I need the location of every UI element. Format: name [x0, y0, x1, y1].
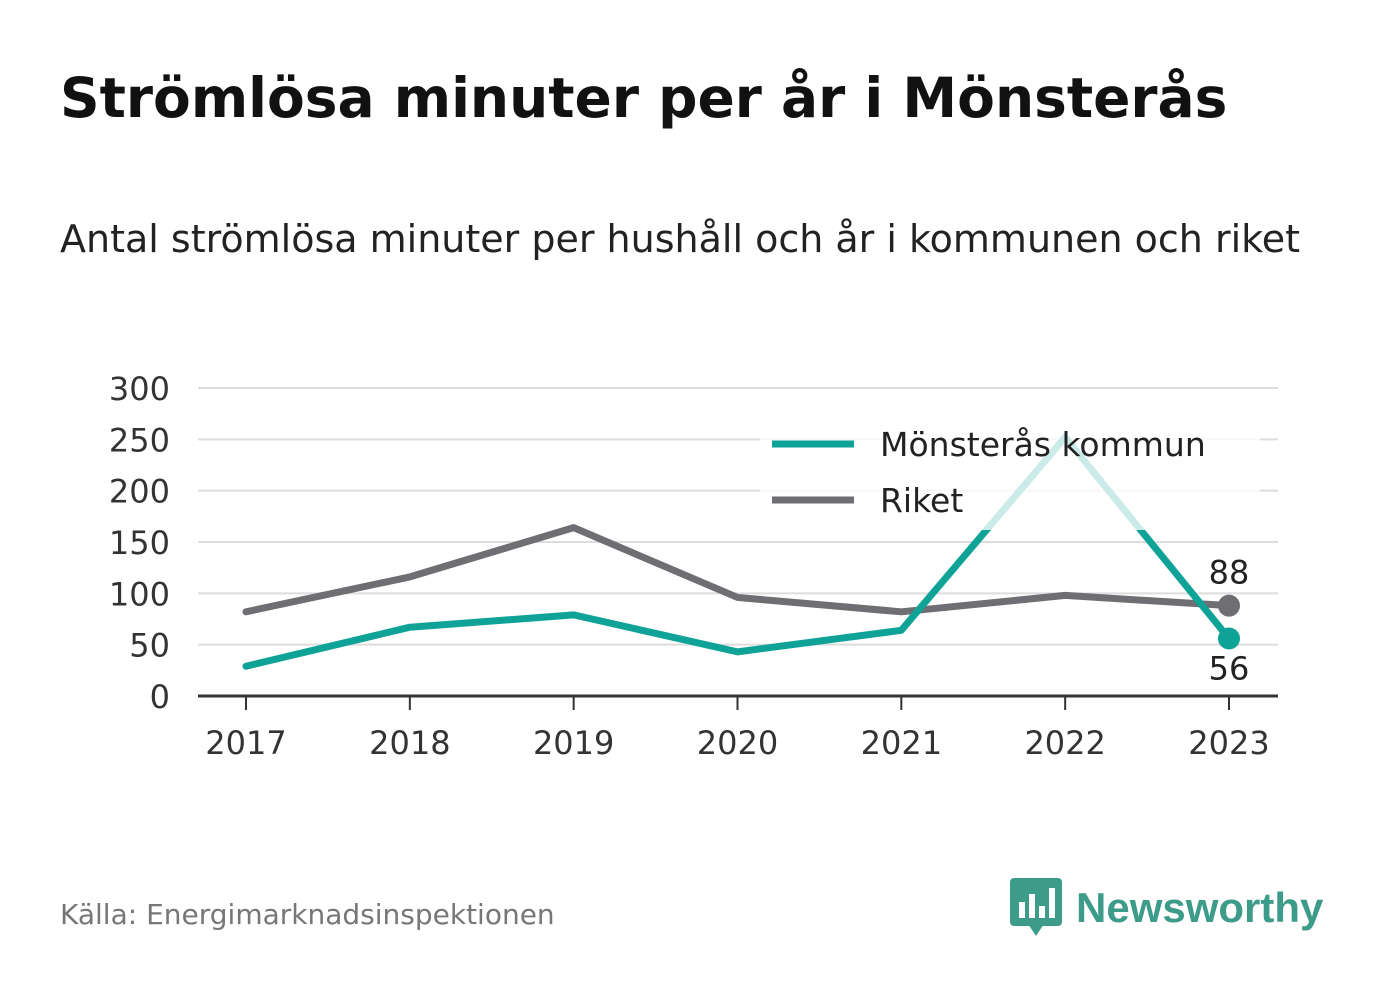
legend: Mönsterås kommun Riket	[760, 418, 1260, 530]
x-tick-label: 2021	[861, 724, 942, 762]
end-labels: 56 88	[1209, 554, 1250, 688]
y-tick-label: 150	[109, 524, 170, 562]
y-tick-label: 0	[150, 678, 170, 716]
x-tick-label: 2019	[533, 724, 614, 762]
y-tick-label: 250	[109, 421, 170, 459]
legend-background	[760, 418, 1260, 530]
x-tick-label: 2018	[369, 724, 450, 762]
x-tick-label: 2023	[1188, 724, 1269, 762]
end-marker	[1218, 594, 1240, 617]
brand-logo: Newsworthy	[1010, 878, 1323, 938]
y-tick-label: 200	[109, 473, 170, 511]
x-tick-label: 2022	[1024, 724, 1105, 762]
source-note: Källa: Energimarknadsinspektionen	[60, 898, 555, 931]
chart-title: Strömlösa minuter per år i Mönsterås	[60, 66, 1228, 130]
y-tick-label: 300	[109, 370, 170, 408]
legend-label: Mönsterås kommun	[880, 425, 1206, 464]
legend-label: Riket	[880, 481, 963, 520]
x-axis: 2017 2018 2019 2020 2021 2022 2023	[198, 694, 1278, 762]
series-line-riket	[242, 524, 1233, 616]
bar-chart-speech-bubble-icon	[1010, 878, 1062, 936]
brand-name: Newsworthy	[1076, 884, 1324, 931]
y-tick-label: 50	[129, 627, 170, 665]
x-tick-label: 2020	[697, 724, 778, 762]
chart-subtitle: Antal strömlösa minuter per hushåll och …	[60, 217, 1301, 261]
y-axis-ticks: 0 50 100 150 200 250 300	[109, 370, 170, 716]
y-tick-label: 100	[109, 575, 170, 613]
end-value-label: 88	[1209, 554, 1250, 592]
x-tick-label: 2017	[205, 724, 286, 762]
end-value-label: 56	[1209, 650, 1250, 688]
end-marker	[1218, 627, 1240, 650]
